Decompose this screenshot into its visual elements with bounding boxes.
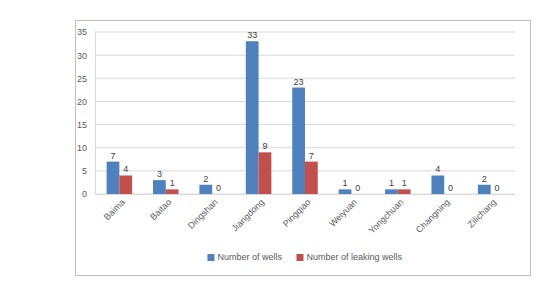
y-tick: 0 [82, 189, 95, 199]
x-tick: Zilichang [466, 194, 499, 230]
x-tick: Baitao [148, 194, 173, 222]
x-tick: Changning [414, 194, 452, 235]
bar [478, 185, 491, 194]
bar-series [107, 41, 491, 194]
data-label: 7 [110, 151, 115, 161]
bar [166, 189, 179, 194]
grid-line [95, 78, 515, 79]
y-tick: 10 [77, 143, 95, 153]
y-tick-label: 15 [77, 120, 87, 130]
bar [119, 175, 132, 194]
plot: 05101520253035BaimaBaitaoDingshanJiangdo… [77, 27, 516, 235]
data-label: 2 [482, 174, 487, 184]
x-tick: Pingqiao [281, 194, 313, 229]
bar [491, 194, 504, 195]
bar [444, 194, 457, 195]
y-tick: 25 [77, 74, 95, 84]
bar [351, 194, 364, 195]
bar [153, 180, 166, 194]
data-label: 4 [435, 164, 440, 174]
data-label: 0 [448, 183, 453, 193]
legend-label: Number of wells [217, 252, 282, 262]
bar [385, 189, 398, 194]
x-tick-label: Dingshan [186, 197, 220, 231]
data-label: 3 [157, 169, 162, 179]
legend-item: Number of wells [207, 252, 282, 262]
data-label: 7 [309, 151, 314, 161]
bar [431, 175, 444, 194]
data-label: 4 [123, 164, 128, 174]
x-tick: Baima [102, 194, 127, 222]
legend-label: Number of leaking wells [306, 252, 402, 262]
x-tick-label: Baitao [148, 197, 173, 222]
x-tick-label: Weiyuan [327, 197, 359, 229]
data-label: 2 [203, 174, 208, 184]
bar [292, 88, 305, 194]
y-tick-label: 0 [82, 189, 87, 199]
chart-svg: 05101520253035BaimaBaitaoDingshanJiangdo… [0, 0, 550, 300]
y-tick-label: 35 [77, 27, 87, 37]
bar-series [119, 152, 410, 194]
y-tick-label: 30 [77, 51, 87, 61]
x-tick: Dingshan [186, 194, 220, 231]
x-tick-label: Jiangdong [230, 197, 266, 233]
data-label: 1 [389, 178, 394, 188]
data-label: 23 [294, 77, 304, 87]
bar [199, 185, 212, 194]
x-tick: Weiyuan [327, 194, 359, 229]
data-labels: 73233231142410970100 [110, 30, 499, 193]
legend-swatch [207, 254, 214, 261]
data-label: 0 [495, 183, 500, 193]
bar [259, 152, 272, 194]
x-tick: Jiangdong [230, 194, 266, 233]
y-tick-label: 5 [82, 166, 87, 176]
bar [107, 162, 120, 194]
data-label: 1 [402, 178, 407, 188]
data-label: 0 [355, 183, 360, 193]
y-tick: 5 [82, 166, 95, 176]
bar [246, 41, 259, 194]
x-tick-label: Baima [102, 197, 127, 222]
data-label: 1 [343, 178, 348, 188]
data-label: 9 [262, 141, 267, 151]
grid-line [95, 32, 515, 33]
legend-swatch [296, 254, 303, 261]
data-label: 33 [247, 30, 257, 40]
y-tick-label: 25 [77, 74, 87, 84]
bar [398, 189, 411, 194]
x-axis-line [96, 194, 516, 195]
y-tick: 20 [77, 97, 95, 107]
y-tick-label: 10 [77, 143, 87, 153]
x-axis: Baima Baitao Dingshan Jiangdong Pingqiao Weiy… [96, 194, 516, 236]
bar [305, 162, 318, 194]
grid [95, 32, 515, 194]
bars [107, 41, 491, 194]
data-label: 0 [216, 183, 221, 193]
y-tick: 30 [77, 51, 95, 61]
data-label: 1 [170, 178, 175, 188]
x-tick-label: Zilichang [466, 197, 499, 230]
legend: Number of wells Number of leaking wells [207, 252, 402, 262]
legend-item: Number of leaking wells [296, 252, 402, 262]
y-tick-label: 20 [77, 97, 87, 107]
x-tick: Yongchuan [367, 194, 406, 236]
x-tick-label: Pingqiao [281, 197, 313, 229]
y-axis: 0 5 10 15 20 25 30 35 [77, 27, 96, 199]
bar [339, 189, 352, 194]
grid-line [95, 55, 515, 56]
bar [212, 194, 225, 195]
y-tick: 35 [77, 27, 95, 37]
y-axis-line [95, 33, 96, 195]
x-tick-label: Changning [414, 197, 452, 235]
chart-frame [76, 21, 531, 276]
y-tick: 15 [77, 120, 95, 130]
x-tick-label: Yongchuan [367, 197, 406, 236]
